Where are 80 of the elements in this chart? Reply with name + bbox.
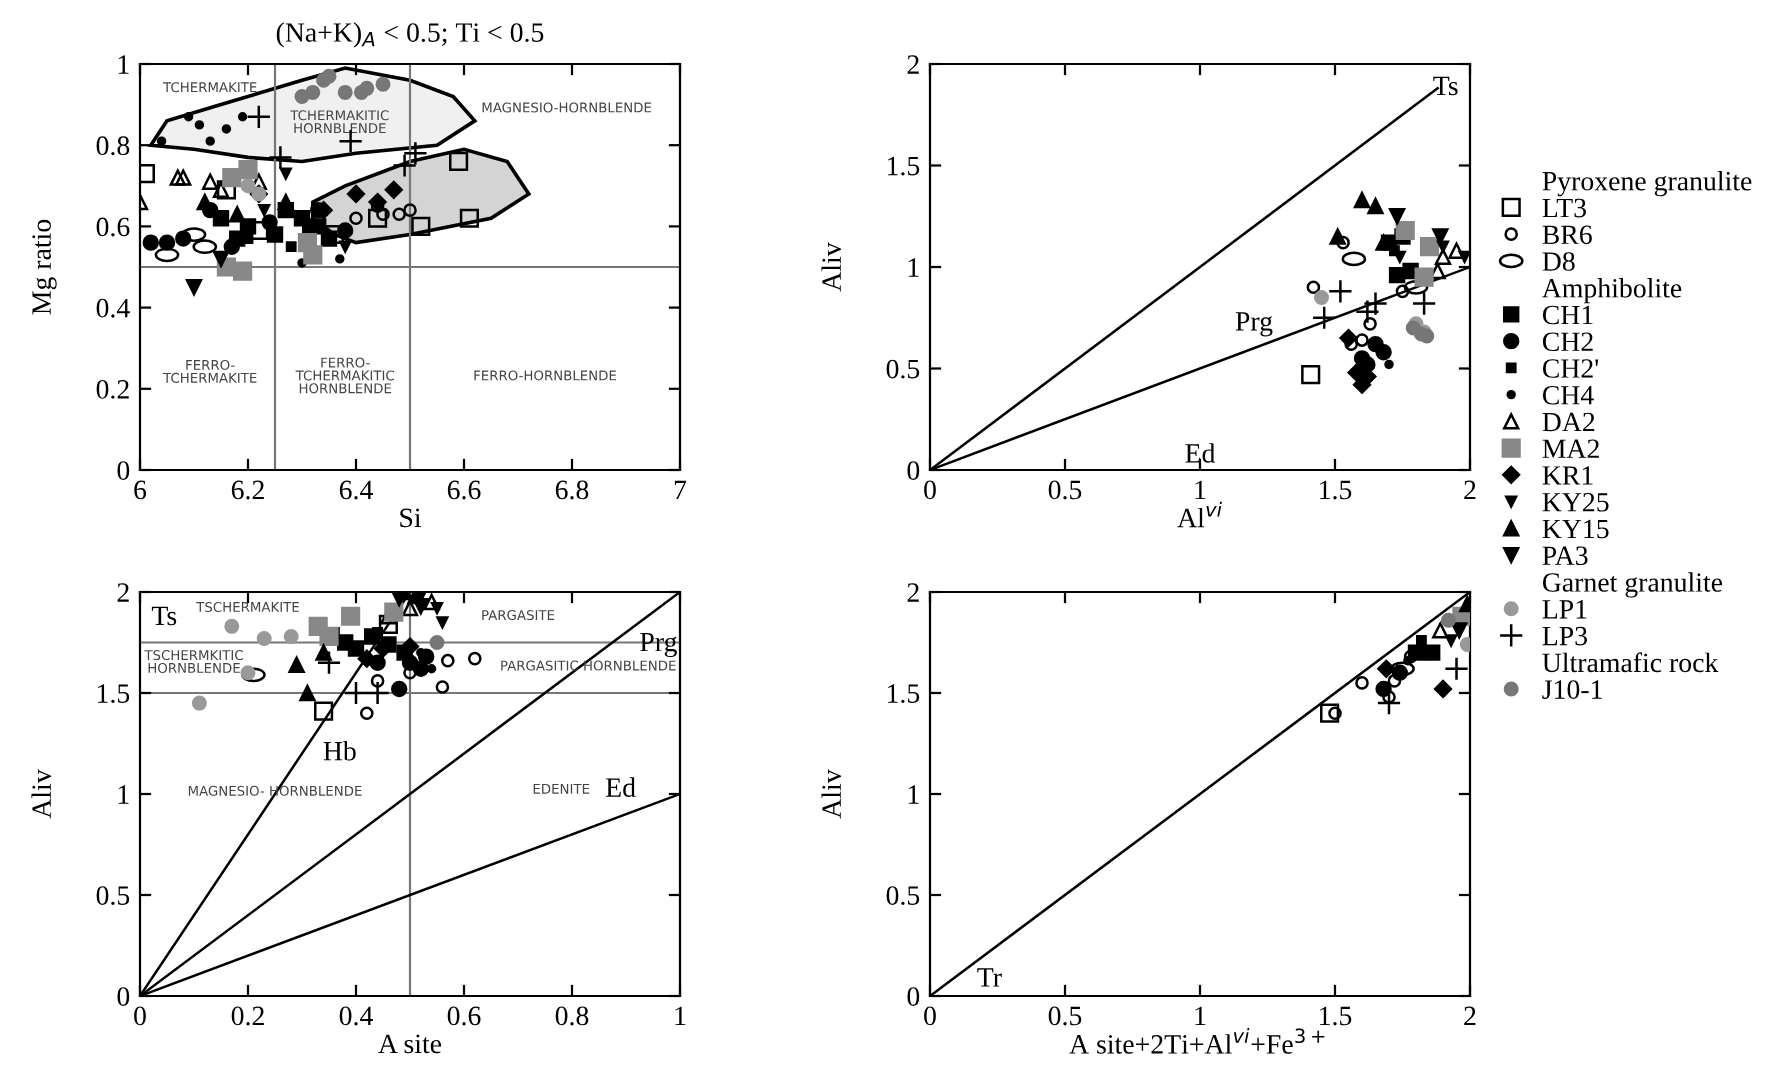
y-tick-label: 0.5 <box>886 359 920 379</box>
annotation: Hb <box>323 741 356 761</box>
y-axis-title: Aliv <box>821 242 842 292</box>
x-axis-title: Si <box>400 508 422 528</box>
y-tick-label: 1 <box>908 785 919 804</box>
y-tick-label: 0.5 <box>96 886 130 906</box>
x-tick-label: 1 <box>1195 480 1206 499</box>
x-tick-label: 0.5 <box>1048 1006 1082 1026</box>
annotation: Ed <box>605 777 636 797</box>
legend-label: CH4 <box>1542 385 1594 405</box>
legend-label: DA2 <box>1542 412 1595 432</box>
x-axis-title: Al$^{vi}$ <box>1177 501 1222 528</box>
x-tick-label: 1 <box>675 1006 686 1025</box>
x-tick-label: 6.8 <box>555 480 589 500</box>
y-tick-label: 1 <box>908 258 919 277</box>
x-axis-title: A site <box>378 1034 442 1054</box>
x-tick-label: 2 <box>1464 1006 1476 1025</box>
legend-label: LP3 <box>1542 626 1587 646</box>
legend-label: LT3 <box>1542 198 1586 218</box>
y-axis-title: Mg ratio <box>32 219 57 315</box>
y-tick-label: 0.6 <box>96 217 130 237</box>
y-tick-label: 1.5 <box>888 684 920 704</box>
annotation: Ts <box>1433 76 1458 96</box>
y-tick-label: 0.4 <box>96 298 130 318</box>
legend-label: CH2 <box>1542 332 1593 352</box>
legend-label: KR1 <box>1542 466 1593 485</box>
y-tick-label: 1.5 <box>888 156 920 176</box>
legend-label: KY15 <box>1542 519 1609 539</box>
annotation: Prg <box>1235 312 1273 337</box>
legend-label: D8 <box>1542 252 1575 271</box>
y-tick-label: 2 <box>907 583 919 602</box>
legend-label: PA3 <box>1542 546 1588 566</box>
y-tick-label: 1 <box>118 785 129 804</box>
y-axis-title: Aliv <box>31 769 52 819</box>
annotation: Ts <box>151 606 177 626</box>
y-tick-label: 0 <box>907 987 920 1006</box>
y-tick-label: 0 <box>907 461 920 480</box>
legend-label: J10-1 <box>1542 680 1602 699</box>
y-tick-label: 2 <box>907 55 919 74</box>
y-tick-label: 1.5 <box>98 684 130 704</box>
x-tick-label: 0.8 <box>555 1006 589 1026</box>
x-tick-label: 0.4 <box>339 1006 373 1026</box>
x-tick-label: 7 <box>674 480 687 499</box>
annotation: Tr <box>977 968 1002 987</box>
legend-label: BR6 <box>1542 225 1592 245</box>
y-tick-label: 1 <box>118 55 129 74</box>
text: Garnet granulite <box>1542 572 1723 598</box>
x-tick-label: 6.2 <box>231 480 264 500</box>
x-tick-label: 0.2 <box>231 1006 264 1026</box>
y-tick-label: 0 <box>117 461 130 480</box>
text: Amphibolite <box>1542 278 1682 304</box>
y-tick-label: 0.2 <box>96 379 129 399</box>
x-tick-label: 0 <box>924 480 936 500</box>
y-tick-label: 0.5 <box>886 886 920 906</box>
annotation: Prg <box>640 632 677 658</box>
x-tick-label: 0.6 <box>447 1006 481 1026</box>
x-tick-label: 0 <box>924 1006 936 1026</box>
legend-label: CH2' <box>1542 359 1599 378</box>
legend-label: LP1 <box>1542 600 1587 619</box>
x-tick-label: 1.5 <box>1320 480 1352 500</box>
legend-label: CH1 <box>1542 305 1593 325</box>
text: Pyroxene granulite <box>1542 171 1752 197</box>
x-tick-label: 6.4 <box>339 480 373 500</box>
y-axis-title: Aliv <box>821 769 842 819</box>
y-tick-label: 2 <box>117 583 129 602</box>
x-tick-label: 1.5 <box>1320 1006 1352 1026</box>
x-tick-label: 0 <box>134 1006 146 1026</box>
legend-label: KY25 <box>1542 492 1609 512</box>
y-tick-label: 0 <box>117 987 130 1006</box>
x-tick-label: 0.5 <box>1048 480 1082 500</box>
x-tick-label: 6 <box>134 480 147 500</box>
legend-label: MA2 <box>1542 439 1599 458</box>
y-tick-label: 0.8 <box>96 136 130 156</box>
text: Ultramafic rock <box>1542 652 1719 673</box>
chart-title: (Na+K)$_{A}$ < 0.5; Ti < 0.5 <box>276 22 544 48</box>
x-tick-label: 6.6 <box>447 480 481 500</box>
annotation: Ed <box>1185 443 1216 463</box>
x-tick-label: 1 <box>1195 1006 1206 1025</box>
x-tick-label: 2 <box>1464 480 1476 499</box>
x-axis-title: A site+2Ti+Al$^{vi}$+Fe$^{3+}$ <box>1069 1028 1325 1054</box>
